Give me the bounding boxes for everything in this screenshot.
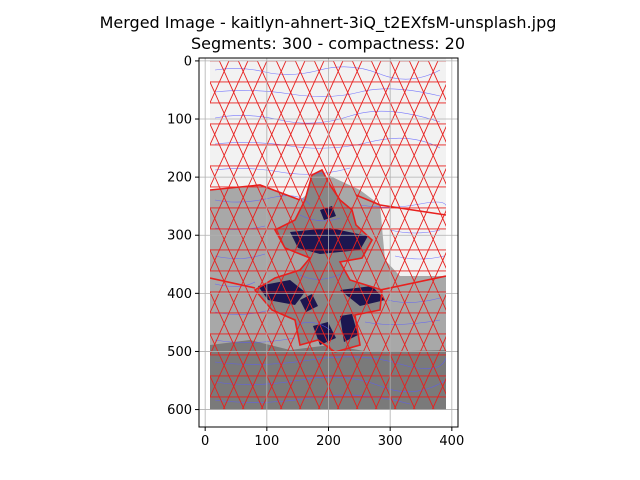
segment-cell xyxy=(394,396,415,410)
segment-cell xyxy=(186,145,205,166)
y-tick-label: 300 xyxy=(167,229,192,244)
x-tick-label: 200 xyxy=(316,434,341,449)
y-axis: 0 100 200 300 400 500 600 xyxy=(167,54,199,418)
segment-cell xyxy=(442,377,446,395)
segment-cell xyxy=(242,396,263,410)
segment-cell xyxy=(210,396,225,410)
segment-cell xyxy=(356,396,377,410)
segment-cell xyxy=(442,125,446,143)
segment-cell xyxy=(432,312,446,335)
segment-cell xyxy=(261,396,282,410)
segment-cell xyxy=(318,396,339,410)
segment-cell xyxy=(432,228,446,251)
chart-title: Merged Image - kaitlyn-ahnert-3iQ_t2EXfs… xyxy=(100,13,557,33)
y-tick-label: 400 xyxy=(167,287,192,302)
segment-cell xyxy=(432,186,446,209)
segment-cell xyxy=(223,396,244,410)
segment-cell xyxy=(432,144,446,167)
x-tick-label: 0 xyxy=(201,434,209,449)
segment-cell xyxy=(442,83,446,101)
y-tick-label: 200 xyxy=(167,171,192,186)
segment-cell xyxy=(432,60,446,83)
segment-cell xyxy=(337,396,358,410)
segment-cell xyxy=(186,187,205,208)
segment-cell xyxy=(442,335,446,353)
segmented-image xyxy=(186,58,446,410)
segment-cell xyxy=(186,313,205,334)
x-axis: 0 100 200 300 400 xyxy=(201,427,464,449)
y-tick-label: 500 xyxy=(167,345,192,360)
segment-cell xyxy=(413,396,434,410)
segment-cell xyxy=(442,167,446,185)
segment-cell xyxy=(432,102,446,125)
y-tick-label: 600 xyxy=(167,403,192,418)
image-right-light-region xyxy=(380,200,446,276)
segment-cell xyxy=(432,396,446,410)
segment-cell xyxy=(280,396,301,410)
segment-cell xyxy=(442,251,446,269)
segment-cell xyxy=(432,270,446,293)
segment-cell xyxy=(432,354,446,377)
x-tick-label: 400 xyxy=(439,434,464,449)
figure-silhouette xyxy=(255,170,382,352)
segment-cell xyxy=(299,396,320,410)
figure-boundary xyxy=(210,168,446,353)
chart-subtitle: Segments: 300 - compactness: 20 xyxy=(191,34,465,53)
y-tick-label: 100 xyxy=(167,113,192,128)
x-tick-label: 300 xyxy=(378,434,403,449)
axis-grid xyxy=(199,58,458,427)
y-tick-label: 0 xyxy=(184,54,192,69)
segment-cell xyxy=(442,293,446,311)
x-tick-label: 100 xyxy=(254,434,279,449)
segment-cell xyxy=(442,209,446,227)
